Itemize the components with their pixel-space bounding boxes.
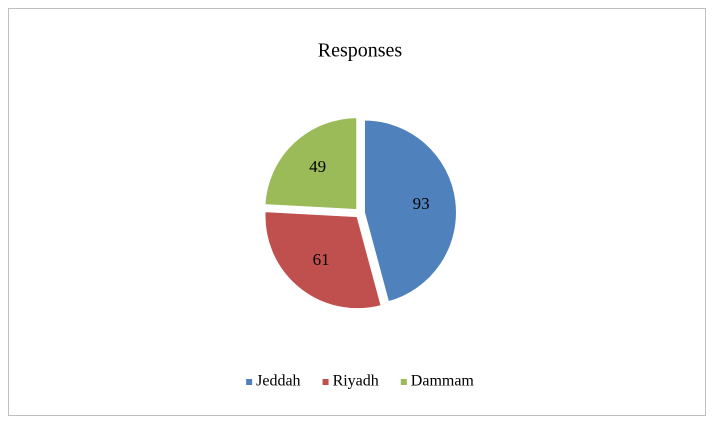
- legend-marker: [400, 379, 407, 385]
- pie-slice: [362, 118, 458, 304]
- legend-label: Riyadh: [333, 373, 379, 390]
- legend-marker: [246, 379, 253, 385]
- data-label: 93: [413, 194, 430, 213]
- legend-marker: [322, 379, 329, 385]
- chart-title: Responses: [318, 40, 403, 62]
- chart-frame: [8, 8, 706, 416]
- pie-slice: [263, 116, 359, 212]
- pie-slice: [263, 210, 383, 311]
- legend-label: Jeddah: [256, 373, 300, 390]
- data-label: 49: [309, 157, 326, 176]
- data-label: 61: [313, 250, 330, 269]
- legend-label: Dammam: [411, 373, 475, 390]
